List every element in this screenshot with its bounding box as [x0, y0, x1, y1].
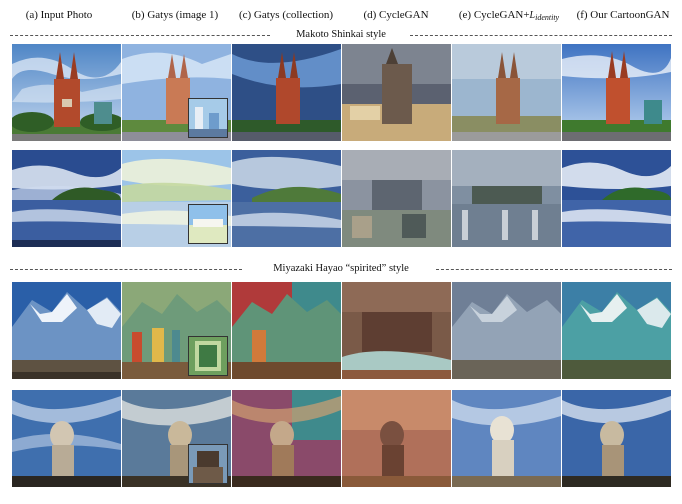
column-header-cyclegan-identity: (e) CycleGAN+Lidentity: [450, 6, 568, 24]
image-mountain-cyclegan-identity: [452, 282, 561, 379]
divider-dash-left: [10, 269, 242, 270]
column-header-gatys-collection: (c) Gatys (collection): [238, 9, 334, 21]
mountain-cyclegan-illustration: [342, 282, 451, 379]
merlion-cyclegan-identity-illustration: [452, 390, 561, 487]
mountain-gatys-collection-illustration: [232, 282, 341, 379]
lake-input-illustration: [12, 150, 121, 247]
image-merlion-input: [12, 390, 121, 487]
image-merlion-gatys-image1: [122, 390, 231, 487]
lake-cartoongan-illustration: [562, 150, 671, 247]
identity-loss-symbol: L: [529, 10, 536, 21]
image-mountain-gatys-image1: [122, 282, 231, 379]
style-reference-image: [189, 99, 227, 137]
image-church-cyclegan: [342, 44, 451, 141]
divider-dash-right: [436, 269, 672, 270]
column-header-cyclegan: (d) CycleGAN: [363, 9, 429, 21]
image-mountain-cartoongan: [562, 282, 671, 379]
column-header-cartoongan: (f) Our CartoonGAN: [576, 9, 670, 21]
image-merlion-cyclegan-identity: [452, 390, 561, 487]
image-lake-gatys-collection: [232, 150, 341, 247]
image-church-gatys-image1: [122, 44, 231, 141]
style-reference-inset-shinkai-2: [188, 204, 228, 244]
image-mountain-input: [12, 282, 121, 379]
divider-dash-right: [410, 35, 672, 36]
image-lake-gatys-image1: [122, 150, 231, 247]
image-church-cartoongan: [562, 44, 671, 141]
lake-cyclegan-identity-illustration: [452, 150, 561, 247]
lake-cyclegan-illustration: [342, 150, 451, 247]
column-header-input-photo: (a) Input Photo: [25, 9, 93, 21]
church-cyclegan-illustration: [342, 44, 451, 141]
column-header-gatys-image1: (b) Gatys (image 1): [131, 9, 219, 21]
image-lake-cyclegan-identity: [452, 150, 561, 247]
image-lake-input: [12, 150, 121, 247]
image-lake-cyclegan: [342, 150, 451, 247]
style-reference-image: [189, 445, 227, 483]
image-lake-cartoongan: [562, 150, 671, 247]
section-title-shinkai: Makoto Shinkai style: [10, 28, 672, 42]
section-title-miyazaki: Miyazaki Hayao “spirited” style: [10, 262, 672, 276]
section-divider-shinkai: Makoto Shinkai style: [10, 28, 672, 42]
image-merlion-gatys-collection: [232, 390, 341, 487]
mountain-input-illustration: [12, 282, 121, 379]
section-divider-miyazaki: Miyazaki Hayao “spirited” style: [10, 262, 672, 276]
merlion-cartoongan-illustration: [562, 390, 671, 487]
column-header-cyclegan-identity-main: (e) CycleGAN+: [458, 9, 530, 21]
merlion-input-illustration: [12, 390, 121, 487]
merlion-cyclegan-illustration: [342, 390, 451, 487]
style-reference-image: [189, 337, 227, 375]
image-merlion-cartoongan: [562, 390, 671, 487]
church-cartoongan-illustration: [562, 44, 671, 141]
mountain-cartoongan-illustration: [562, 282, 671, 379]
image-church-input: [12, 44, 121, 141]
style-reference-inset-miyazaki-2: [188, 444, 228, 484]
lake-gatys-collection-illustration: [232, 150, 341, 247]
church-gatys-collection-illustration: [232, 44, 341, 141]
image-church-cyclegan-identity: [452, 44, 561, 141]
church-input-illustration: [12, 44, 121, 141]
mountain-cyclegan-identity-illustration: [452, 282, 561, 379]
style-reference-image: [189, 205, 227, 243]
identity-loss-subscript: identity: [535, 13, 560, 22]
style-reference-inset-shinkai-1: [188, 98, 228, 138]
merlion-gatys-collection-illustration: [232, 390, 341, 487]
image-church-gatys-collection: [232, 44, 341, 141]
divider-dash-left: [10, 35, 270, 36]
image-mountain-cyclegan: [342, 282, 451, 379]
image-merlion-cyclegan: [342, 390, 451, 487]
image-mountain-gatys-collection: [232, 282, 341, 379]
church-cyclegan-identity-illustration: [452, 44, 561, 141]
style-reference-inset-miyazaki: [188, 336, 228, 376]
